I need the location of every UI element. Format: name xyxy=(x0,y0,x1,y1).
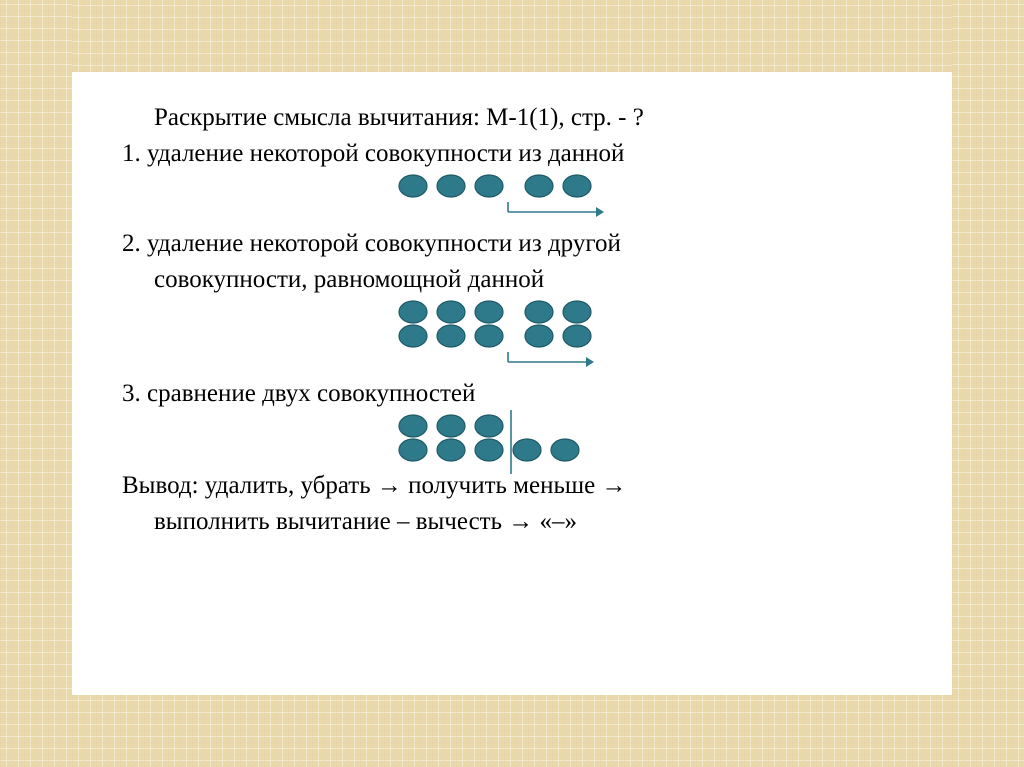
dot-icon xyxy=(524,300,554,324)
dot-icon xyxy=(512,438,542,462)
dot-icon xyxy=(474,174,504,198)
dot-icon xyxy=(398,438,428,462)
dot-icon xyxy=(436,414,466,438)
dot-icon xyxy=(562,324,592,348)
dot-icon xyxy=(398,414,428,438)
item-1: 1. удаление некоторой совокупности из да… xyxy=(98,138,926,170)
dot-icon xyxy=(474,438,504,462)
dot-icon xyxy=(436,438,466,462)
separator-line-icon xyxy=(508,410,514,474)
dot-icon xyxy=(524,174,554,198)
dot-icon xyxy=(524,324,554,348)
arrow-right-icon xyxy=(506,350,596,370)
slide-content: Раскрытие смысла вычитания: М-1(1), стр.… xyxy=(72,72,952,695)
dot-icon xyxy=(436,300,466,324)
item-3: 3. сравнение двух совокупностей xyxy=(98,378,926,410)
dot-icon xyxy=(550,438,580,462)
dot-icon xyxy=(398,324,428,348)
title-line: Раскрытие смысла вычитания: М-1(1), стр.… xyxy=(98,102,926,134)
item-2-line1: 2. удаление некоторой совокупности из др… xyxy=(98,228,926,260)
dot-icon xyxy=(436,324,466,348)
dot-icon xyxy=(398,300,428,324)
arrow-right-icon xyxy=(506,200,606,220)
dot-icon xyxy=(398,174,428,198)
conclusion-line2: выполнить вычитание – вычесть → «–» xyxy=(98,506,926,538)
dot-icon xyxy=(474,300,504,324)
diagram-3 xyxy=(98,414,926,462)
dot-icon xyxy=(474,324,504,348)
dot-icon xyxy=(436,174,466,198)
item-2-line2: совокупности, равномощной данной xyxy=(98,264,926,296)
dot-icon xyxy=(562,174,592,198)
dot-icon xyxy=(474,414,504,438)
dot-icon xyxy=(562,300,592,324)
diagram-1 xyxy=(98,174,926,220)
diagram-2 xyxy=(98,300,926,370)
